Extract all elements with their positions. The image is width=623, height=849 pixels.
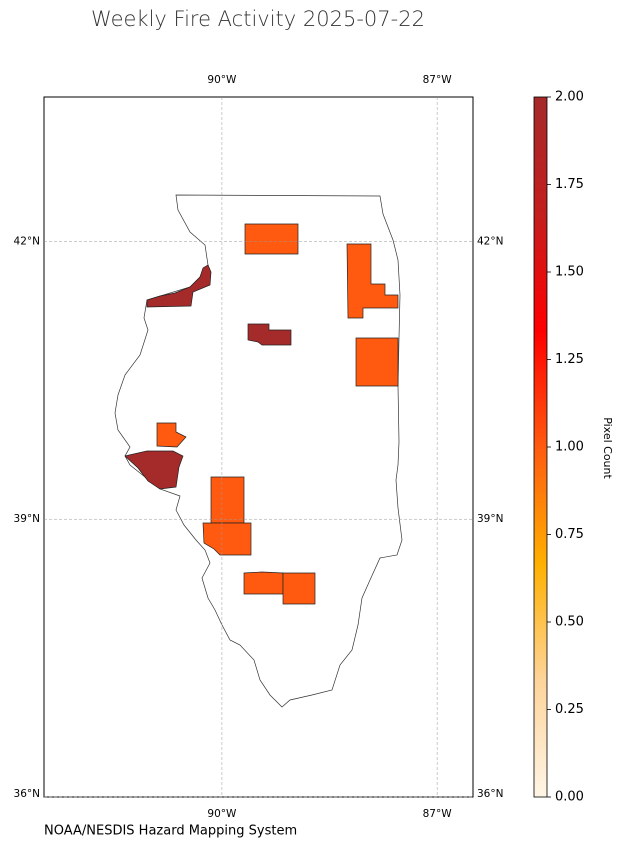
colorbar-tick-label: 1.00 bbox=[555, 440, 584, 455]
county bbox=[210, 476, 245, 524]
colorbar-label: Pixel Count bbox=[601, 417, 614, 479]
credit: NOAA/NESDIS Hazard Mapping System bbox=[44, 824, 297, 839]
x-tick-label: 87°W bbox=[423, 808, 453, 820]
colorbar-tick-label: 0.25 bbox=[555, 702, 584, 717]
y-tick-label: 39°N bbox=[14, 513, 40, 525]
colorbar-tick-label: 0.50 bbox=[555, 615, 584, 630]
x-tick-label: 90°W bbox=[207, 808, 237, 820]
colorbar-tick-label: 1.25 bbox=[555, 352, 584, 367]
county bbox=[355, 337, 399, 387]
y-tick-label: 39°N bbox=[477, 513, 503, 525]
colorbar-tick-label: 1.75 bbox=[555, 177, 584, 192]
county bbox=[282, 572, 316, 605]
state-outline bbox=[114, 194, 403, 708]
colorbar-tick-label: 2.00 bbox=[555, 90, 584, 105]
colorbar-tick-label: 0.75 bbox=[555, 527, 584, 542]
county bbox=[346, 243, 399, 319]
y-tick-label: 36°N bbox=[14, 788, 40, 800]
colorbar-tick-label: 0.00 bbox=[555, 790, 584, 805]
colorbar bbox=[533, 96, 548, 798]
county bbox=[124, 450, 184, 490]
colorbar-tick-label: 1.50 bbox=[555, 265, 584, 280]
county bbox=[243, 571, 284, 595]
county bbox=[244, 223, 299, 255]
county bbox=[202, 522, 252, 556]
y-tick-label: 42°N bbox=[477, 235, 503, 247]
county bbox=[156, 422, 187, 448]
chart-title: Weekly Fire Activity 2025-07-22 bbox=[91, 7, 425, 31]
x-tick-label: 90°W bbox=[207, 74, 237, 86]
map-frame bbox=[43, 96, 474, 798]
county bbox=[146, 264, 212, 308]
county bbox=[247, 323, 292, 346]
y-tick-label: 36°N bbox=[477, 788, 503, 800]
x-tick-label: 87°W bbox=[423, 74, 453, 86]
y-tick-label: 42°N bbox=[14, 235, 40, 247]
